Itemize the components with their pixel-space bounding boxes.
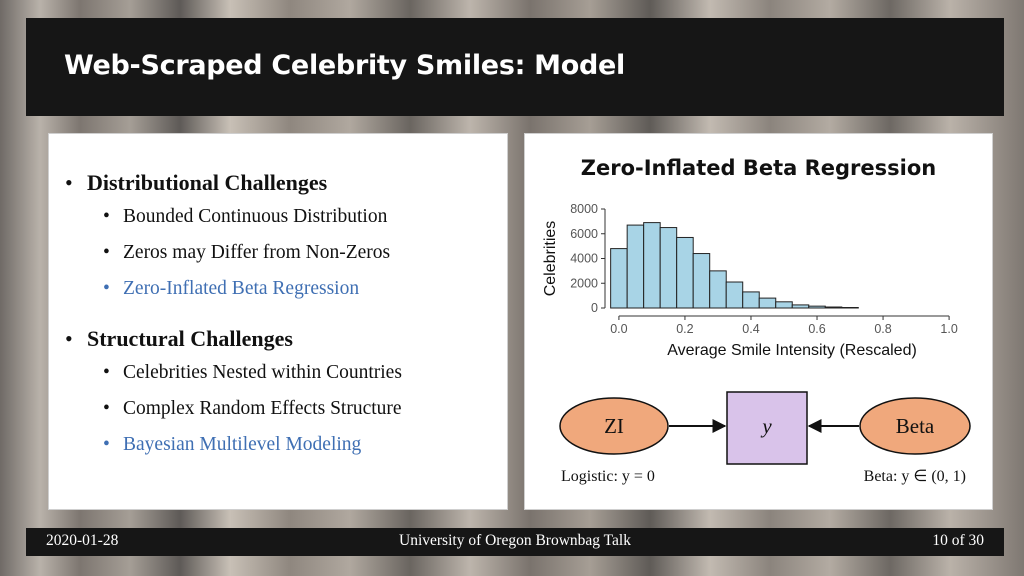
model-diagram: ZI y Beta Logistic: y = 0 Beta: y ∈ (0, … bbox=[559, 391, 971, 485]
chart-title: Zero-Inflated Beta Regression bbox=[580, 156, 937, 180]
slide-title: Web-Scraped Celebrity Smiles: Model bbox=[64, 50, 625, 81]
x-tick-label: 1.0 bbox=[940, 322, 957, 336]
chart-panel: Zero-Inflated Beta Regression 0 2000 4000 6… bbox=[524, 133, 993, 510]
y-tick-label: 8000 bbox=[570, 202, 598, 216]
bullet-item-highlight: Bayesian Multilevel Modeling bbox=[65, 434, 505, 470]
bullet-item: Celebrities Nested within Countries bbox=[65, 362, 505, 398]
y-tick-label: 6000 bbox=[570, 227, 598, 241]
slide-footer: 2020-01-28 University of Oregon Brownbag… bbox=[26, 528, 1004, 556]
histogram-bar bbox=[791, 304, 810, 309]
histogram-bar bbox=[709, 270, 727, 309]
bullet-item: Bounded Continuous Distribution bbox=[65, 206, 505, 242]
histogram-bar bbox=[742, 291, 760, 309]
bullet-item: Complex Random Effects Structure bbox=[65, 398, 505, 434]
histogram-bar bbox=[659, 227, 678, 309]
x-tick-label: 0.6 bbox=[808, 322, 825, 336]
bullet-item-highlight: Zero-Inflated Beta Regression bbox=[65, 278, 505, 314]
x-tick-label: 0.8 bbox=[874, 322, 891, 336]
histogram-chart: 0 2000 4000 6000 8000 0.0 0.2 0.4 0.6 0.8 1.0 Cel… bbox=[542, 202, 958, 359]
logistic-caption: Logistic: y = 0 bbox=[561, 468, 655, 485]
x-tick-label: 0.0 bbox=[610, 322, 627, 336]
beta-caption: Beta: y ∈ (0, 1) bbox=[864, 468, 966, 485]
zi-node-label: ZI bbox=[604, 414, 624, 438]
footer-event: University of Oregon Brownbag Talk bbox=[399, 532, 631, 549]
histogram-bar bbox=[643, 222, 661, 309]
histogram-bar bbox=[775, 301, 793, 309]
histogram-bar bbox=[808, 305, 826, 309]
histogram-bar bbox=[692, 253, 711, 309]
bullet-item: Zeros may Differ from Non-Zeros bbox=[65, 242, 505, 278]
slide-header bbox=[26, 18, 1004, 116]
x-tick-label: 0.4 bbox=[742, 322, 759, 336]
histogram-bar bbox=[676, 236, 694, 309]
y-node bbox=[726, 391, 808, 465]
beta-node bbox=[859, 397, 971, 455]
y-tick-label: 4000 bbox=[570, 252, 598, 266]
bullet-list: Distributional Challenges Bounded Contin… bbox=[65, 170, 505, 470]
histogram-bar bbox=[610, 248, 628, 309]
footer-date: 2020-01-28 bbox=[46, 532, 119, 549]
x-axis-label: Average Smile Intensity (Rescaled) bbox=[667, 342, 917, 359]
y-node-label: y bbox=[760, 414, 772, 438]
histogram-bar bbox=[758, 297, 777, 309]
footer-page-number: 10 of 30 bbox=[932, 532, 984, 549]
y-tick-label: 2000 bbox=[570, 276, 598, 290]
beta-node-label: Beta bbox=[896, 414, 935, 438]
zi-node bbox=[559, 397, 669, 455]
section-heading-structural: Structural Challenges bbox=[65, 326, 505, 362]
bullet-panel: Distributional Challenges Bounded Contin… bbox=[48, 133, 508, 510]
histogram-bar bbox=[725, 281, 744, 309]
y-axis-label: Celebrities bbox=[542, 221, 559, 297]
x-tick-label: 0.2 bbox=[676, 322, 693, 336]
section-heading-distributional: Distributional Challenges bbox=[65, 170, 505, 206]
y-tick-label: 0 bbox=[591, 301, 598, 315]
histogram-bar bbox=[824, 306, 843, 309]
histogram-bar bbox=[626, 224, 645, 309]
